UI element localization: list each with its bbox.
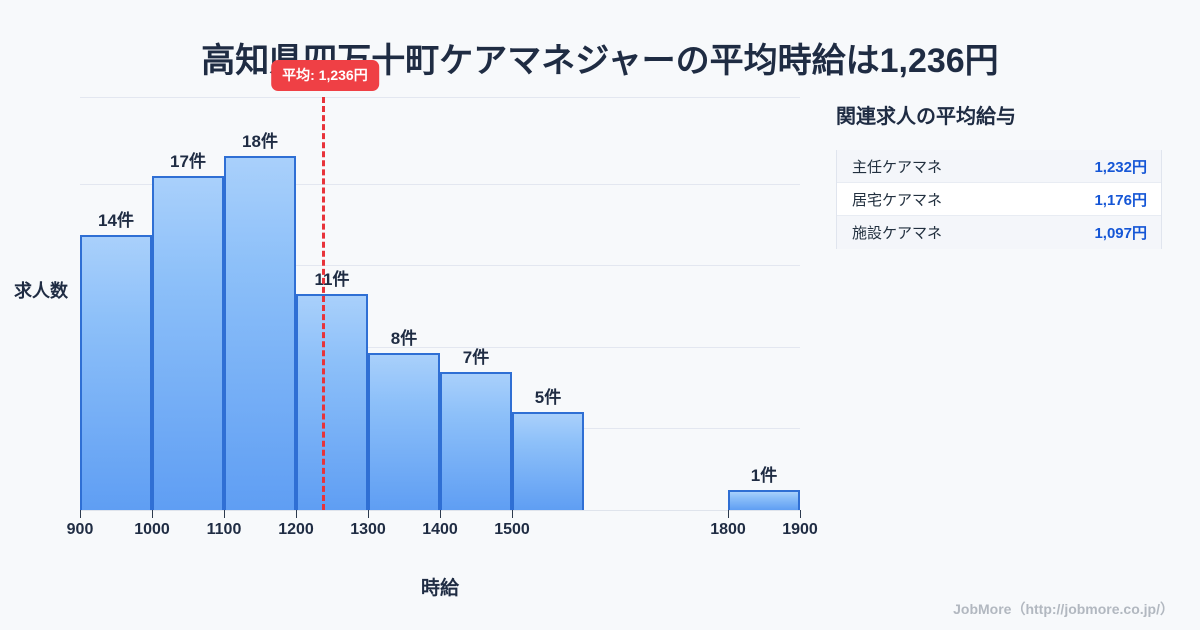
related-salary-row-value: 1,097円 bbox=[1094, 225, 1147, 242]
bar-value-label: 11件 bbox=[314, 269, 350, 289]
gridline bbox=[80, 265, 800, 266]
histogram-bar bbox=[80, 234, 152, 510]
histogram-bar bbox=[512, 411, 584, 510]
average-badge: 平均: 1,236円 bbox=[271, 60, 379, 91]
footer-attribution: JobMore（http://jobmore.co.jp/） bbox=[953, 601, 1174, 617]
x-axis-tick-label: 1400 bbox=[422, 521, 458, 538]
bar-value-label: 8件 bbox=[390, 328, 418, 348]
related-salary-row-label: 居宅ケアマネ bbox=[852, 191, 943, 209]
bar-value-label: 5件 bbox=[534, 387, 562, 407]
x-axis-tick bbox=[152, 510, 153, 518]
x-axis-tick bbox=[224, 510, 225, 518]
x-axis-tick-label: 1100 bbox=[206, 521, 242, 538]
related-salary-row-value: 1,232円 bbox=[1094, 158, 1147, 176]
x-axis-tick-label: 1800 bbox=[710, 521, 746, 538]
x-axis-tick-label: 1900 bbox=[782, 521, 818, 538]
x-axis-tick-label: 1500 bbox=[494, 521, 530, 538]
x-axis-tick bbox=[80, 510, 81, 518]
x-axis-label: 時給 bbox=[420, 578, 459, 599]
gridline bbox=[80, 97, 800, 98]
x-axis-tick bbox=[440, 510, 441, 518]
gridline bbox=[80, 184, 800, 185]
bar-value-label: 18件 bbox=[242, 132, 278, 151]
related-salary-title: 関連求人の平均給与 bbox=[836, 106, 1016, 128]
histogram-bar bbox=[728, 490, 800, 510]
x-axis-tick bbox=[368, 510, 369, 518]
bar-value-label: 7件 bbox=[462, 348, 490, 368]
related-salary-table: 主任ケアマネ 1,232円居宅ケアマネ 1,176円施設ケアマネ 1,097円 bbox=[836, 150, 1162, 249]
bar-value-label: 14件 bbox=[98, 210, 134, 230]
x-axis-tick-label: 1300 bbox=[350, 521, 386, 538]
related-salary-panel: 関連求人の平均給与 主任ケアマネ 1,232円居宅ケアマネ 1,176円施設ケアマネ… bbox=[836, 100, 1166, 249]
y-axis-label: 求人数 bbox=[14, 281, 68, 301]
histogram-bar bbox=[296, 293, 368, 510]
bar-value-label: 1件 bbox=[750, 466, 778, 486]
related-salary-row-label: 施設ケアマネ bbox=[852, 225, 943, 242]
related-salary-row-label: 主任ケアマネ bbox=[852, 158, 943, 176]
related-salary-row: 主任ケアマネ 1,232円 bbox=[837, 150, 1161, 183]
average-line: 平均: 1,236円 bbox=[271, 60, 379, 510]
x-axis-tick-label: 1200 bbox=[278, 521, 314, 538]
related-salary-row: 施設ケアマネ 1,097円 bbox=[837, 216, 1161, 249]
related-salary-row: 居宅ケアマネ 1,176円 bbox=[837, 183, 1161, 216]
related-salary-row-value: 1,176円 bbox=[1094, 191, 1147, 209]
histogram-bar bbox=[440, 372, 512, 510]
x-axis-tick bbox=[728, 510, 729, 518]
gridline bbox=[80, 347, 800, 348]
bar-value-label: 17件 bbox=[170, 151, 206, 171]
histogram-chart: 求人数 14件 17件 18件 11件 8件 7件 5件 1件 900 1000 1100 1200… bbox=[14, 60, 818, 599]
histogram-bar bbox=[152, 175, 224, 510]
x-axis-tick-label: 1000 bbox=[134, 521, 170, 538]
x-axis-tick-label: 900 bbox=[66, 521, 94, 538]
histogram-bar bbox=[368, 352, 440, 510]
plot-area: 14件 17件 18件 11件 8件 7件 5件 1件 900 1000 1100 1200 1300… bbox=[67, 60, 818, 538]
histogram-bar bbox=[224, 156, 296, 510]
x-axis-tick bbox=[512, 510, 513, 518]
x-axis-tick bbox=[296, 510, 297, 518]
x-axis-tick bbox=[800, 510, 801, 518]
